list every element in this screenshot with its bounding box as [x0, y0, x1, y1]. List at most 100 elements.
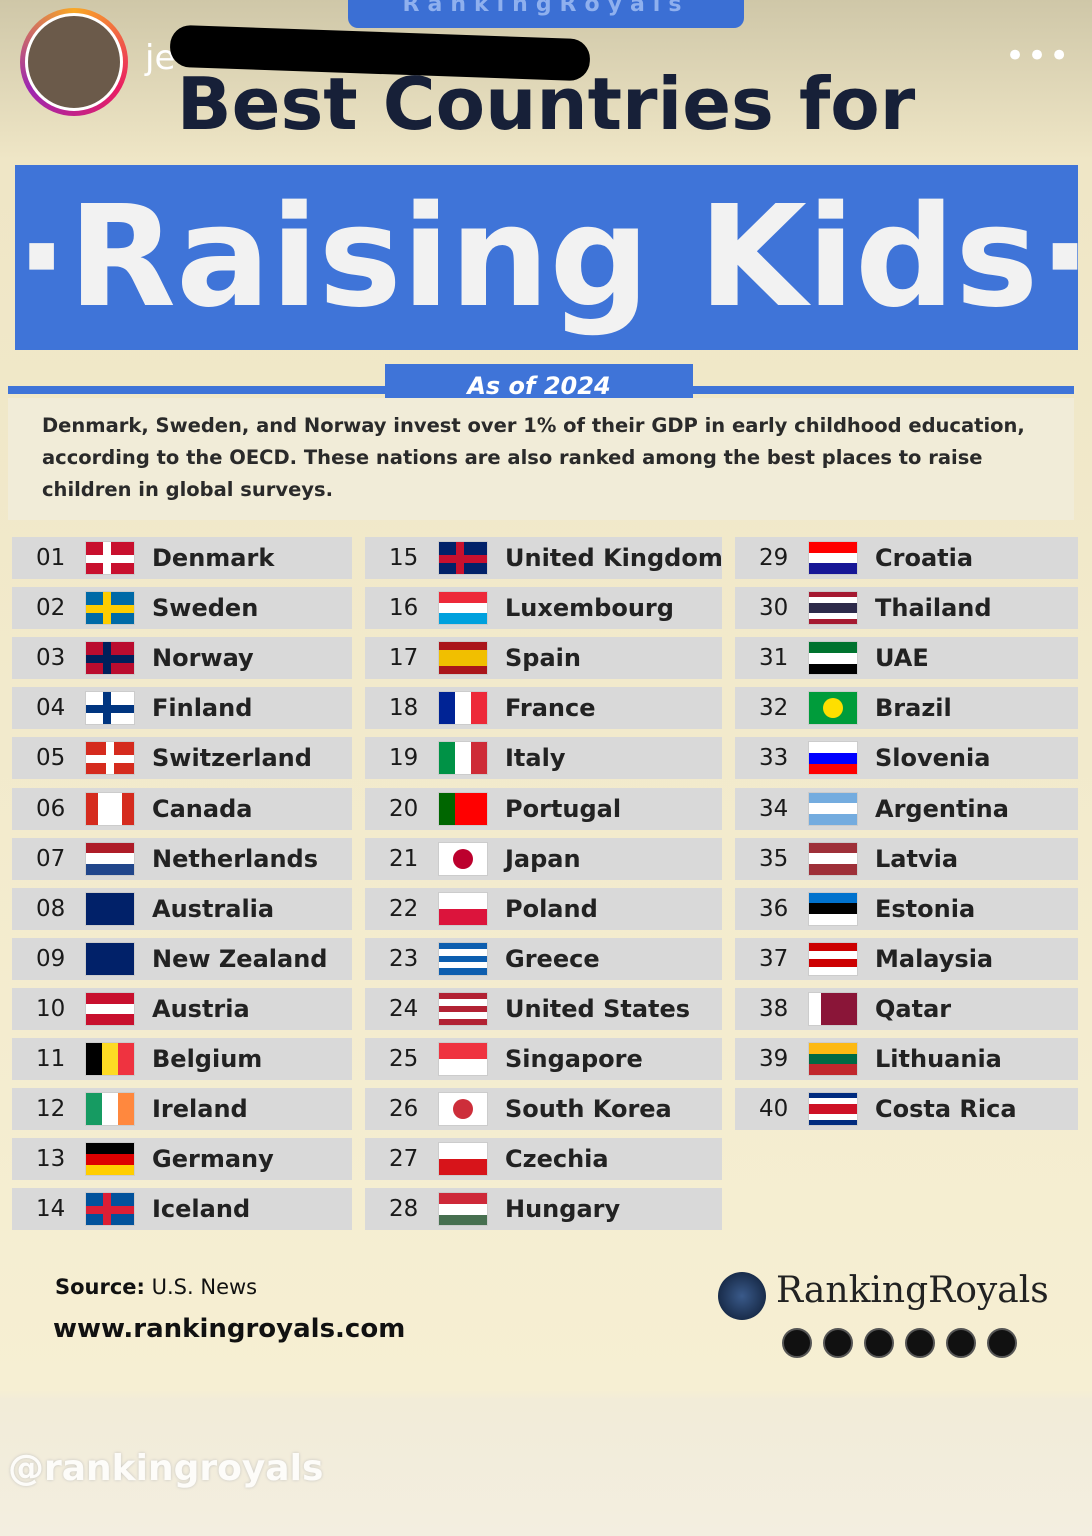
rank: 20 [389, 795, 419, 822]
flag-stripe [439, 942, 487, 950]
flag-stripe [833, 992, 845, 1025]
rank: 32 [759, 695, 789, 722]
flag-stripe [98, 792, 110, 825]
rank: 18 [389, 695, 419, 722]
rank: 15 [389, 545, 419, 571]
flag [438, 891, 488, 926]
flag-stripe [439, 968, 487, 975]
flag-stripe [809, 552, 857, 564]
rank: 24 [389, 995, 419, 1022]
flag-stripe [439, 1143, 487, 1160]
flag-stripe [809, 618, 857, 625]
flag-stripe [809, 863, 857, 875]
country: France [505, 694, 596, 723]
flag [808, 791, 858, 826]
flag [438, 791, 488, 826]
rank: 13 [36, 1146, 66, 1173]
country: UAE [875, 644, 929, 673]
flag-stripe [86, 1143, 134, 1154]
flag-cross [86, 1206, 134, 1215]
rank: 08 [36, 895, 66, 922]
flag-stripe [809, 903, 857, 915]
flag-stripe [439, 650, 487, 659]
country: Belgium [152, 1045, 263, 1073]
flag-stripe [439, 1159, 487, 1176]
avatar-ring[interactable] [20, 8, 128, 116]
flag-stripe [809, 950, 857, 959]
rank: 16 [389, 595, 419, 622]
ranking-row: 32 Brazil [735, 687, 1078, 730]
flag-cross [86, 705, 134, 714]
ranking-row: 25 Singapore [365, 1038, 722, 1080]
flag-stripe [809, 1064, 857, 1075]
flag-stripe [110, 792, 122, 825]
flag-stripe [439, 642, 487, 651]
flag-stripe [809, 853, 857, 864]
rank: 04 [36, 695, 66, 722]
flag-stripe [439, 1193, 487, 1204]
more-menu[interactable]: ••• [1005, 36, 1072, 76]
flag-stripe [86, 1093, 102, 1126]
rank: 36 [759, 895, 789, 922]
brand-name: RankingRoyals [776, 1270, 1049, 1311]
flag-stripe [86, 792, 98, 825]
country: Croatia [875, 544, 974, 572]
rank: 29 [759, 545, 789, 571]
flag [438, 1192, 488, 1227]
country: Costa Rica [875, 1095, 1017, 1124]
country: Argentina [875, 794, 1009, 823]
flag-stripe [439, 955, 487, 963]
country: Greece [505, 944, 600, 973]
flag-stripe [471, 742, 487, 775]
flag-cross [439, 555, 487, 563]
flag [438, 1042, 488, 1076]
avatar[interactable] [25, 13, 123, 111]
flag-stripe [86, 992, 134, 1004]
flag [808, 591, 858, 626]
source: Source: U.S. News [55, 1275, 257, 1299]
flag-stripe [809, 958, 857, 967]
flag-stripe [86, 1043, 102, 1075]
social-icon[interactable] [823, 1328, 853, 1358]
flag [438, 591, 488, 626]
flag [808, 991, 858, 1026]
highlight: ·Raising Kids· [15, 176, 1092, 339]
social-icon[interactable] [782, 1328, 812, 1358]
flag [438, 691, 488, 726]
flag [438, 841, 488, 876]
flag-stripe [439, 949, 487, 956]
country: Estonia [875, 894, 976, 923]
rank: 11 [36, 1046, 66, 1072]
flag-stripe [86, 1164, 134, 1176]
flag-stripe [809, 892, 857, 904]
flag-stripe [439, 1059, 487, 1075]
rank: 02 [36, 595, 66, 622]
rank: 38 [759, 995, 789, 1022]
ranking-row: 22 Poland [365, 887, 722, 930]
flag-stripe [809, 597, 857, 603]
country: Spain [505, 644, 581, 673]
flag [85, 891, 135, 926]
flag-stripe [86, 863, 134, 875]
social-icon[interactable] [905, 1328, 935, 1358]
description: Denmark, Sweden, and Norway invest over … [42, 414, 1025, 501]
flag-stripe [809, 1119, 857, 1126]
ranking-row: 05 Switzerland [12, 737, 352, 780]
social-icon[interactable] [987, 1328, 1017, 1358]
social-icon[interactable] [864, 1328, 894, 1358]
flag [85, 691, 135, 726]
flag-stripe [809, 602, 857, 609]
ranking-row: 21 Japan [365, 837, 722, 880]
source-value: U.S. News [151, 1275, 258, 1299]
ranking-row: 39 Lithuania [735, 1038, 1078, 1080]
country: Czechia [505, 1145, 609, 1174]
flag-stripe [809, 966, 857, 975]
flag-stripe [809, 663, 857, 675]
ranking-row: 03 Norway [12, 637, 352, 680]
social-icon[interactable] [946, 1328, 976, 1358]
flag-disc [453, 848, 473, 869]
ranking-row: 24 United States [365, 987, 722, 1030]
flag-stripe [439, 908, 487, 925]
ranking-row: 02 Sweden [12, 587, 352, 630]
flag-stripe [118, 1043, 134, 1075]
